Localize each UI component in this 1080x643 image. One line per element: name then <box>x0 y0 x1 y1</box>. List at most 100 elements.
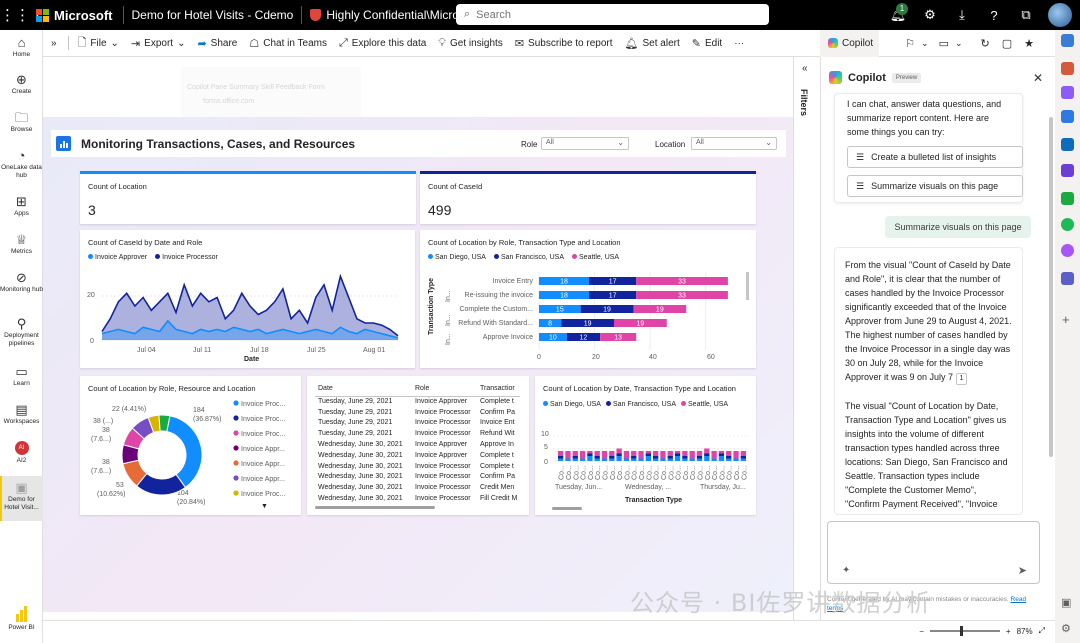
column-segment[interactable] <box>674 453 681 457</box>
fit-to-page-icon[interactable]: ⤢ <box>1038 626 1045 635</box>
copilot-prompt-input[interactable]: ✦ ➤ <box>827 521 1040 584</box>
table-row[interactable]: Tuesday, June 29, 2021 Invoice Approver Co… <box>315 396 520 407</box>
avatar[interactable] <box>1048 3 1072 27</box>
column-segment[interactable] <box>587 456 593 461</box>
column-segment[interactable] <box>631 451 637 456</box>
column-segment[interactable] <box>558 458 564 462</box>
bell-icon[interactable]: 🔔︎ 1 <box>889 3 908 22</box>
legend-item[interactable]: Invoice Approver <box>88 254 147 261</box>
more-options-button[interactable]: ··· <box>734 37 745 49</box>
column-segment[interactable] <box>579 451 586 459</box>
donut-chart-card[interactable]: Count of Location by Role, Resource and … <box>80 376 301 515</box>
legend-item[interactable]: San Francisco, USA <box>605 401 676 408</box>
collapse-icon[interactable]: « <box>802 63 808 74</box>
table-row[interactable]: Wednesday, June 30, 2021 Invoice Approver… <box>315 450 520 461</box>
outlook-icon[interactable] <box>1061 138 1074 151</box>
power-bi-logo[interactable]: Power BI <box>0 606 43 632</box>
briefcase-icon[interactable] <box>1061 62 1074 75</box>
column-segment[interactable] <box>616 456 622 461</box>
filters-pane[interactable]: « Filters <box>793 57 820 620</box>
column-segment[interactable] <box>565 458 571 462</box>
legend-label[interactable]: Invoice Appr... <box>241 446 285 453</box>
column-segment[interactable] <box>689 451 695 459</box>
legend-item[interactable]: San Diego, USA <box>428 254 486 261</box>
send-icon[interactable]: ➤ <box>1017 565 1027 577</box>
bar-segment[interactable] <box>566 333 601 341</box>
series-line-processor[interactable] <box>101 273 399 337</box>
citation-reference[interactable]: 1 <box>955 373 968 385</box>
column-segment[interactable] <box>587 451 593 454</box>
column-segment[interactable] <box>704 453 710 457</box>
kpi-card-location[interactable]: Count of Location 3 <box>80 171 416 224</box>
bar-segment[interactable] <box>539 305 581 313</box>
subscribe-button[interactable]: ✉ Subscribe to report <box>509 37 619 50</box>
column-segment[interactable] <box>609 451 615 456</box>
apps-launcher-icon[interactable] <box>1061 86 1074 99</box>
nav-browse[interactable]: 🗀 Browse <box>0 110 43 134</box>
column-segment[interactable] <box>631 456 637 459</box>
edit-button[interactable]: ✎ Edit <box>686 37 728 50</box>
set-alert-button[interactable]: 🔔︎ Set alert <box>619 37 686 50</box>
column-segment[interactable] <box>711 458 717 462</box>
column-segment[interactable] <box>704 448 710 454</box>
nav-onelake[interactable]: ◔ OneLake data hub <box>0 148 43 180</box>
location-slicer[interactable]: All ⌄ <box>691 137 777 150</box>
column-segment[interactable] <box>631 458 637 462</box>
column-segment[interactable] <box>572 458 578 462</box>
microsoft-logo[interactable]: Microsoft <box>36 6 124 24</box>
column-segment[interactable] <box>558 456 564 459</box>
explore-data-button[interactable]: ⤢ Explore this data <box>333 37 432 50</box>
column-segment[interactable] <box>653 451 659 456</box>
bar-segment[interactable] <box>589 277 637 285</box>
nav-deployment[interactable]: ⚲ Deployment pipelines <box>0 316 43 348</box>
read-terms-link[interactable]: Read terms <box>827 596 1027 612</box>
column-chart-card[interactable]: Count of Location by Date, Transaction T… <box>535 376 756 515</box>
kpi-card-caseid[interactable]: Count of CaseId 499 <box>420 171 756 224</box>
bar-segment[interactable] <box>636 291 728 299</box>
nav-create[interactable]: ⊕ Create <box>0 72 43 96</box>
layout-icon[interactable]: ▣ <box>1061 597 1072 609</box>
suggestion-summarize-visuals[interactable]: ☰ Summarize visuals on this page <box>847 175 1023 197</box>
sparkle-icon[interactable]: ✦ <box>842 565 851 576</box>
help-icon[interactable]: ? <box>990 7 998 23</box>
legend-label[interactable]: Invoice Appr... <box>241 461 285 468</box>
chevron-down-icon[interactable]: ⌄ <box>921 37 929 48</box>
horizontal-scrollbar[interactable] <box>552 507 582 510</box>
donut-slice[interactable] <box>158 414 171 433</box>
bar-segment[interactable] <box>561 319 614 327</box>
transactions-table-card[interactable]: Date Role Transactior Tuesday, June 29, … <box>307 376 529 515</box>
nav-home[interactable]: ⌂ Home <box>0 35 43 59</box>
column-segment[interactable] <box>667 456 673 459</box>
table-row[interactable]: Wednesday, June 30, 2021 Invoice Processo… <box>315 461 520 472</box>
column-segment[interactable] <box>609 456 615 459</box>
table-row[interactable]: Wednesday, June 30, 2021 Invoice Approver… <box>315 439 520 450</box>
table-row[interactable]: Wednesday, June 30, 2021 Invoice Processo… <box>315 493 520 504</box>
export-menu[interactable]: ⇥ Export ⌄ <box>125 37 192 50</box>
tag-icon[interactable] <box>1061 34 1074 47</box>
bar-segment[interactable] <box>633 305 687 313</box>
column-segment[interactable] <box>638 451 644 459</box>
area-chart-card[interactable]: Count of CaseId by Date and Role Invoice… <box>80 230 415 368</box>
column-segment[interactable] <box>704 456 710 461</box>
chevron-down-icon[interactable]: ⌄ <box>954 37 963 48</box>
search-input[interactable] <box>476 8 757 21</box>
legend-scroll-down-icon[interactable]: ▼ <box>261 503 268 510</box>
zoom-out-icon[interactable]: − <box>919 626 924 636</box>
column-header[interactable]: Transactior <box>477 382 521 397</box>
scrollbar[interactable] <box>746 272 749 300</box>
column-header[interactable]: Role <box>412 382 477 397</box>
series-line-approver[interactable] <box>101 319 399 339</box>
column-segment[interactable] <box>616 448 622 454</box>
gear-icon[interactable]: ⚙ <box>924 7 936 22</box>
bookmark-icon[interactable]: ⚐ <box>905 37 916 50</box>
legend-label[interactable]: Invoice Proc... <box>241 416 285 423</box>
add-icon[interactable]: + <box>1062 312 1070 327</box>
share-screen-icon[interactable]: ⧉ <box>1021 7 1031 22</box>
column-segment[interactable] <box>674 451 681 454</box>
copilot-toggle[interactable]: Copilot <box>820 29 880 57</box>
zoom-slider-thumb[interactable] <box>960 626 964 636</box>
favorite-star-icon[interactable]: ★ <box>1024 37 1035 50</box>
zoom-in-icon[interactable]: + <box>1005 626 1011 636</box>
table-row[interactable]: Tuesday, June 29, 2021 Invoice Processor C… <box>315 407 520 418</box>
column-segment[interactable] <box>682 451 688 456</box>
